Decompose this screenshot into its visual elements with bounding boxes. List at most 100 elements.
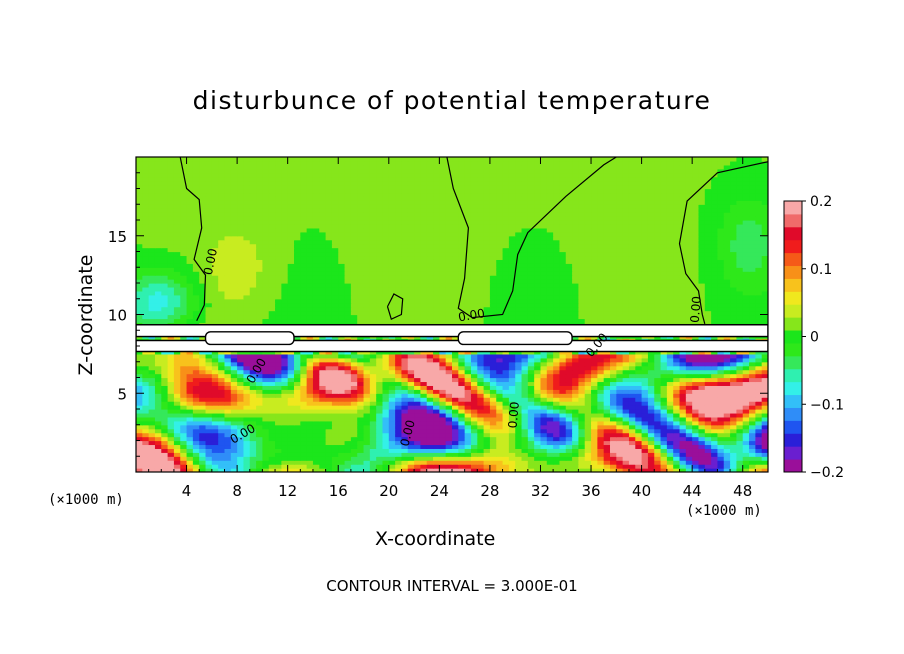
- field-cell: [553, 353, 561, 359]
- field-cell: [319, 409, 327, 414]
- field-cell: [711, 405, 719, 410]
- field-cell: [350, 389, 358, 394]
- field-cell: [325, 318, 333, 323]
- field-cell: [464, 314, 472, 320]
- field-cell: [433, 385, 440, 390]
- field-cell: [256, 283, 263, 288]
- field-cell: [452, 464, 459, 469]
- field-cell: [597, 286, 605, 292]
- field-cell: [331, 381, 339, 386]
- field-cell: [698, 401, 706, 406]
- field-cell: [338, 294, 346, 300]
- field-cell: [521, 393, 529, 398]
- field-cell: [395, 393, 403, 398]
- field-cell: [382, 381, 390, 386]
- field-cell: [572, 432, 579, 438]
- field-cell: [723, 468, 731, 472]
- field-cell: [628, 381, 636, 386]
- field-cell: [439, 424, 447, 430]
- field-cell: [224, 448, 232, 453]
- field-cell: [565, 310, 573, 316]
- field-cell: [426, 460, 434, 465]
- field-cell: [173, 452, 181, 457]
- field-cell: [439, 452, 447, 457]
- field-cell: [426, 448, 434, 453]
- field-cell: [692, 405, 700, 410]
- field-cell: [464, 440, 472, 446]
- field-cell: [199, 365, 207, 371]
- field-cell: [527, 412, 535, 418]
- field-cell: [224, 357, 232, 363]
- field-cell: [622, 416, 630, 422]
- field-cell: [578, 369, 586, 375]
- field-cell: [755, 310, 763, 316]
- field-cell: [211, 460, 219, 465]
- field-cell: [445, 420, 453, 426]
- field-cell: [268, 283, 276, 288]
- field-cell: [534, 416, 542, 422]
- field-cell: [717, 397, 725, 402]
- field-cell: [287, 460, 295, 465]
- field-cell: [603, 468, 611, 472]
- field-cell: [167, 397, 175, 402]
- field-cell: [136, 381, 143, 386]
- field-cell: [363, 393, 371, 398]
- field-cell: [654, 456, 662, 461]
- field-cell: [610, 306, 617, 312]
- field-cell: [628, 294, 636, 300]
- field-cell: [407, 440, 415, 446]
- field-cell: [439, 409, 447, 414]
- field-cell: [205, 275, 213, 280]
- field-cell: [325, 290, 333, 296]
- field-cell: [540, 361, 548, 367]
- field-cell: [426, 393, 434, 398]
- field-cell: [167, 373, 175, 379]
- field-cell: [148, 460, 156, 465]
- field-cell: [205, 405, 213, 410]
- field-cell: [395, 444, 403, 449]
- field-cell: [312, 456, 320, 461]
- field-cell: [243, 440, 251, 446]
- field-cell: [591, 468, 598, 472]
- field-cell: [237, 405, 245, 410]
- field-cell: [363, 357, 371, 363]
- field-cell: [635, 464, 643, 469]
- field-cell: [502, 361, 510, 367]
- field-cell: [521, 456, 529, 461]
- field-cell: [312, 369, 320, 375]
- field-cell: [420, 290, 428, 296]
- field-cell: [388, 444, 396, 449]
- field-cell: [673, 452, 681, 457]
- field-cell: [470, 302, 478, 308]
- field-cell: [161, 377, 169, 383]
- field-cell: [591, 302, 598, 308]
- field-cell: [401, 397, 409, 402]
- field-cell: [755, 432, 763, 438]
- field-cell: [527, 365, 535, 371]
- field-cell: [736, 389, 744, 394]
- field-cell: [211, 432, 219, 438]
- field-cell: [458, 405, 466, 410]
- field-cell: [584, 409, 592, 414]
- field-cell: [540, 436, 548, 442]
- field-cell: [230, 448, 238, 453]
- field-cell: [439, 448, 447, 453]
- field-cell: [224, 353, 232, 359]
- field-cell: [761, 412, 768, 418]
- field-cell: [508, 405, 516, 410]
- field-cell: [300, 298, 308, 304]
- field-cell: [521, 318, 529, 323]
- field-cell: [559, 397, 567, 402]
- field-cell: [167, 310, 175, 316]
- field-cell: [167, 409, 175, 414]
- field-cell: [483, 286, 491, 292]
- field-cell: [679, 397, 687, 402]
- field-cell: [439, 428, 447, 434]
- field-cell: [591, 464, 598, 469]
- field-cell: [281, 444, 289, 449]
- field-cell: [635, 283, 643, 288]
- field-cell: [142, 464, 150, 469]
- field-cell: [464, 298, 472, 304]
- field-cell: [224, 298, 232, 304]
- field-cell: [704, 440, 712, 446]
